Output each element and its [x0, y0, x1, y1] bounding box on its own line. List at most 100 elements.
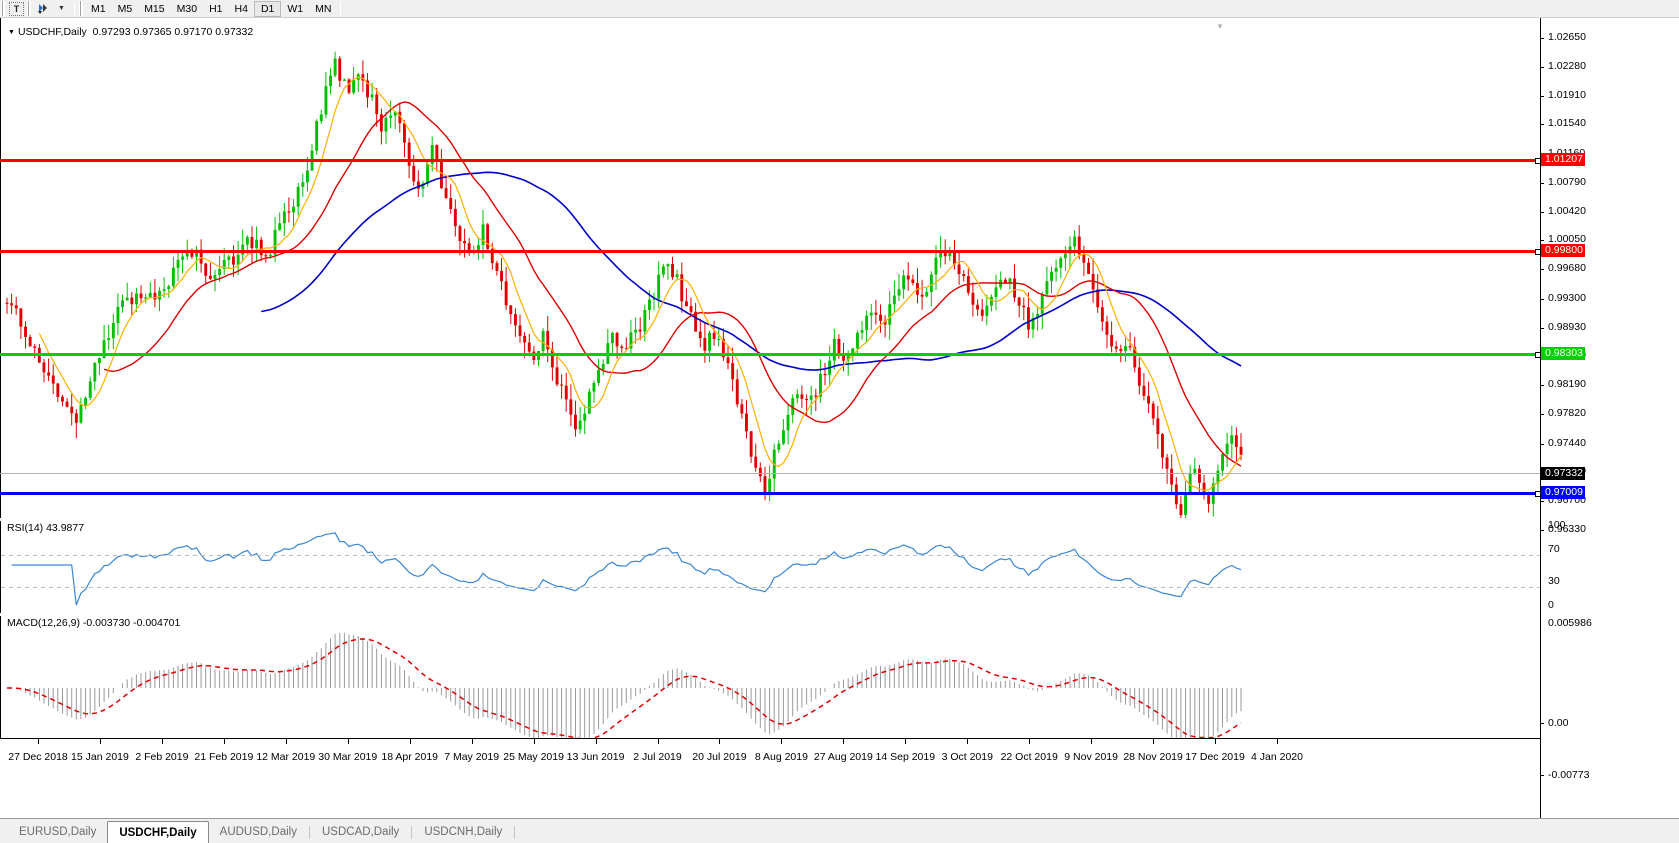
date-tick: [1029, 739, 1031, 744]
level-line-0-99800[interactable]: [0, 249, 1541, 255]
main-toolbar: T ▼ M1 M5 M15 M30 H1 H4 D1 W1 MN: [0, 0, 1679, 18]
date-tick: [1091, 739, 1093, 744]
level-line-1-01207[interactable]: [0, 158, 1541, 164]
chevron-down-icon[interactable]: ▼: [8, 28, 15, 36]
date-label: 28 Nov 2019: [1123, 751, 1183, 763]
templates-dropdown-icon[interactable]: ▼: [58, 5, 65, 12]
chart-area[interactable]: ▼ USDCHF,Daily 0.97293 0.97365 0.97170 0.…: [0, 18, 1679, 818]
date-label: 2 Feb 2019: [135, 751, 189, 763]
date-label: 20 Jul 2019: [692, 751, 747, 763]
price-tick-label: 1.00050: [1548, 233, 1586, 246]
rsi-tick-label: 30: [1548, 575, 1560, 587]
price-tick-label: 1.01160: [1548, 148, 1585, 159]
price-tick-label: 0.99300: [1548, 291, 1586, 304]
date-label: 2 Jul 2019: [633, 751, 682, 763]
date-label: 14 Sep 2019: [875, 751, 936, 763]
timeframe-w1[interactable]: W1: [287, 2, 304, 15]
rsi-tick-label: 100: [1548, 519, 1566, 531]
chart-tab-bar: EURUSD,Daily USDCHF,Daily AUDUSD,Daily U…: [0, 818, 1679, 843]
timeframe-h4[interactable]: H4: [234, 2, 248, 15]
price-tick: [1541, 211, 1544, 213]
price-tick: [1541, 95, 1544, 97]
price-panel[interactable]: [0, 18, 1540, 518]
macd-panel[interactable]: MACD(12,26,9) -0.003730 -0.004701: [0, 616, 1540, 738]
text-cursor-icon[interactable]: T: [8, 1, 25, 17]
price-tick-label: 1.00420: [1548, 204, 1586, 217]
rsi-panel[interactable]: RSI(14) 43.9877: [0, 521, 1540, 613]
date-tick: [1277, 739, 1278, 744]
date-label: 17 Dec 2019: [1185, 751, 1245, 763]
chart-symbol-label: USDCHF,Daily: [17, 26, 87, 38]
price-tag-support-green[interactable]: 0.98303: [1541, 347, 1585, 360]
price-tick: [1541, 66, 1544, 68]
toolbar-grip-3[interactable]: [79, 1, 83, 16]
date-tick: [471, 739, 473, 744]
macd-tick: [1541, 775, 1544, 776]
price-tick: [1541, 443, 1544, 445]
price-tick-label: 0.99680: [1548, 262, 1586, 275]
toolbar-separator-2: [340, 1, 342, 16]
date-tick: [347, 739, 349, 744]
chart-scroll-marker-icon[interactable]: ▼: [1216, 22, 1224, 31]
tab-eurusd-daily[interactable]: EURUSD,Daily: [19, 826, 97, 838]
price-tick: [1541, 530, 1544, 531]
timeframe-h1[interactable]: H1: [209, 2, 223, 15]
date-tick: [843, 739, 845, 744]
timeframe-m15[interactable]: M15: [144, 2, 165, 15]
price-scale[interactable]: 1.02650 1.02280 1.01910 1.01540 1.01160 1.007…: [1540, 18, 1679, 818]
price-tick-label: 1.00790: [1548, 175, 1586, 188]
level-line-0-97009[interactable]: [0, 491, 1541, 497]
templates-icon[interactable]: [34, 1, 51, 17]
chart-symbol-header[interactable]: ▼ USDCHF,Daily 0.97293 0.97365 0.97170 0.…: [8, 26, 253, 38]
price-tick: [1541, 124, 1544, 126]
date-tick: [99, 739, 101, 744]
timeframe-m1[interactable]: M1: [91, 2, 106, 15]
price-tag-support-blue[interactable]: 0.97009: [1541, 486, 1585, 499]
toolbar-grip[interactable]: [1, 1, 5, 16]
tab-audusd-daily[interactable]: AUDUSD,Daily: [219, 826, 297, 838]
date-tick: [161, 739, 163, 744]
date-tick: [223, 739, 225, 744]
tab-usdchf-daily[interactable]: USDCHF,Daily: [107, 821, 209, 843]
price-candles: [5, 51, 1243, 518]
date-label: 3 Oct 2019: [941, 751, 993, 763]
price-tick: [1541, 269, 1544, 271]
date-label: 22 Oct 2019: [1000, 751, 1058, 763]
price-tick-label: 0.98930: [1548, 320, 1586, 333]
date-tick: [409, 739, 411, 744]
timeframe-mn[interactable]: MN: [315, 2, 332, 15]
rsi-label: RSI(14) 43.9877: [7, 522, 85, 534]
macd-tick-label: 0.00: [1548, 717, 1569, 729]
macd-plot: [7, 632, 1242, 738]
toolbar-grip-2[interactable]: [27, 1, 31, 16]
level-line-0-98303[interactable]: [0, 352, 1541, 358]
date-tick: [781, 739, 783, 744]
timeframe-d1[interactable]: D1: [253, 0, 282, 17]
price-tick: [1541, 298, 1544, 300]
rsi-level-30: [1, 587, 1540, 588]
timeframe-m5[interactable]: M5: [117, 2, 133, 15]
date-label: 8 Aug 2019: [754, 751, 808, 763]
price-tag-current-price[interactable]: 0.97332: [1541, 467, 1585, 480]
date-label: 21 Feb 2019: [194, 751, 254, 763]
date-tick: [905, 739, 907, 744]
price-tick-label: 1.02650: [1548, 31, 1586, 43]
price-tag-resistance-lower[interactable]: 0.99800: [1541, 244, 1585, 257]
date-label: 15 Jan 2019: [71, 751, 129, 763]
price-tick-label: 0.97820: [1548, 407, 1586, 419]
price-tick: [1541, 38, 1544, 39]
date-tick: [657, 739, 659, 744]
date-label: 18 Apr 2019: [381, 751, 439, 763]
timeframe-m30[interactable]: M30: [176, 2, 198, 15]
price-tag-resistance-upper[interactable]: 1.01207: [1541, 153, 1585, 166]
price-tick-label: 1.01540: [1548, 117, 1586, 130]
tab-usdcnh-daily[interactable]: USDCNH,Daily: [424, 826, 503, 838]
date-axis[interactable]: 27 Dec 2018 15 Jan 2019 2 Feb 2019 21 Feb 2…: [0, 738, 1540, 818]
tab-usdcad-daily[interactable]: USDCAD,Daily: [321, 826, 400, 838]
date-tick: [285, 739, 287, 744]
date-label: 9 Nov 2019: [1064, 751, 1118, 763]
price-tick: [1541, 385, 1544, 387]
price-tick-label: 1.02280: [1548, 59, 1586, 72]
price-tick: [1541, 182, 1544, 184]
price-tick: [1541, 327, 1544, 329]
